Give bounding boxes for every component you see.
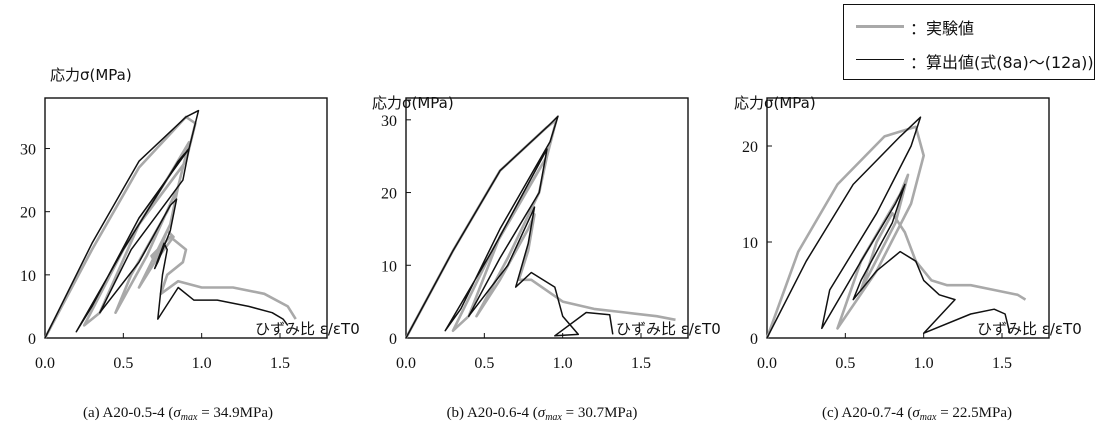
- plot-frame-b: [405, 97, 689, 339]
- x-axis-label-a: ひずみ比 ε/εT0: [255, 320, 360, 338]
- x-tick-label-a-0: 0.0: [35, 355, 55, 372]
- series-calculated-a: [44, 109, 289, 339]
- y-axis-label-b: 応力σ(MPa): [372, 94, 454, 112]
- y-tick-label-b-1: 10: [381, 258, 397, 275]
- y-tick-label-b-2: 20: [381, 186, 397, 203]
- y-axis-label-c: 応力σ(MPa): [734, 94, 816, 112]
- legend: ：実験値 ：算出値(式(8a)〜(12a)): [843, 4, 1095, 80]
- y-tick-label-a-3: 30: [20, 142, 36, 159]
- y-axis-label-a: 応力σ(MPa): [50, 66, 132, 84]
- caption-c: (c) A20-0.7-4 (σmax = 22.5MPa): [822, 405, 1012, 423]
- x-tick-label-a-3: 1.5: [270, 355, 290, 372]
- y-tick-label-a-0: 0: [28, 331, 36, 348]
- legend-entry-calculated: ：算出値(式(8a)〜(12a)): [844, 45, 1094, 75]
- chart-panel-a: 0 10 20 30 0.0 0.5 1.0 1.5 応力σ(MPa) ひずみ比 ε/εT0 (a)…: [20, 66, 360, 423]
- chart-panel-b: 0 10 20 30 0.0 0.5 1.0 1.5 応力σ(MPa) ひずみ比 ε/εT0 (b)…: [372, 94, 721, 423]
- y-tick-label-c-2: 20: [742, 139, 758, 156]
- series-experimental-b: [404, 118, 676, 339]
- x-tick-label-c-3: 1.5: [992, 355, 1012, 372]
- series-calculated-b: [405, 115, 614, 339]
- y-tick-label-a-2: 20: [20, 205, 36, 222]
- series-experimental-a: [43, 115, 297, 339]
- y-tick-label-b-0: 0: [389, 331, 397, 348]
- x-tick-label-c-1: 0.5: [835, 355, 855, 372]
- series-calculated-c: [766, 116, 1011, 339]
- x-tick-label-b-0: 0.0: [396, 355, 416, 372]
- x-tick-label-c-0: 0.0: [757, 355, 777, 372]
- x-tick-label-a-1: 0.5: [113, 355, 133, 372]
- legend-label-calculated: ：算出値(式(8a)〜(12a)): [910, 53, 1094, 72]
- y-tick-label-b-3: 30: [381, 113, 397, 130]
- x-tick-label-c-2: 1.0: [914, 355, 934, 372]
- y-tick-label-c-0: 0: [750, 331, 758, 348]
- x-axis-label-c: ひずみ比 ε/εT0: [977, 320, 1082, 338]
- y-tick-label-a-1: 10: [20, 268, 36, 285]
- series-experimental-c: [765, 125, 1027, 339]
- caption-b: (b) A20-0.6-4 (σmax = 30.7MPa): [447, 405, 638, 423]
- plot-frame-a: [44, 97, 328, 339]
- x-tick-label-b-3: 1.5: [631, 355, 651, 372]
- x-tick-label-a-2: 1.0: [192, 355, 212, 372]
- legend-swatch-experimental: [856, 25, 904, 28]
- x-axis-label-b: ひずみ比 ε/εT0: [616, 320, 721, 338]
- caption-a: (a) A20-0.5-4 (σmax = 34.9MPa): [83, 405, 273, 423]
- x-tick-label-b-1: 0.5: [474, 355, 494, 372]
- legend-label-experimental: ：実験値: [910, 19, 975, 38]
- y-tick-label-c-1: 10: [742, 235, 758, 252]
- chart-panel-c: 0 10 20 0.0 0.5 1.0 1.5 応力σ(MPa) ひずみ比 ε/εT0 (c) A…: [734, 94, 1082, 423]
- plot-frame-c: [766, 97, 1050, 339]
- legend-swatch-calculated: [856, 59, 904, 60]
- x-tick-label-b-2: 1.0: [553, 355, 573, 372]
- legend-entry-experimental: ：実験値: [844, 11, 1094, 41]
